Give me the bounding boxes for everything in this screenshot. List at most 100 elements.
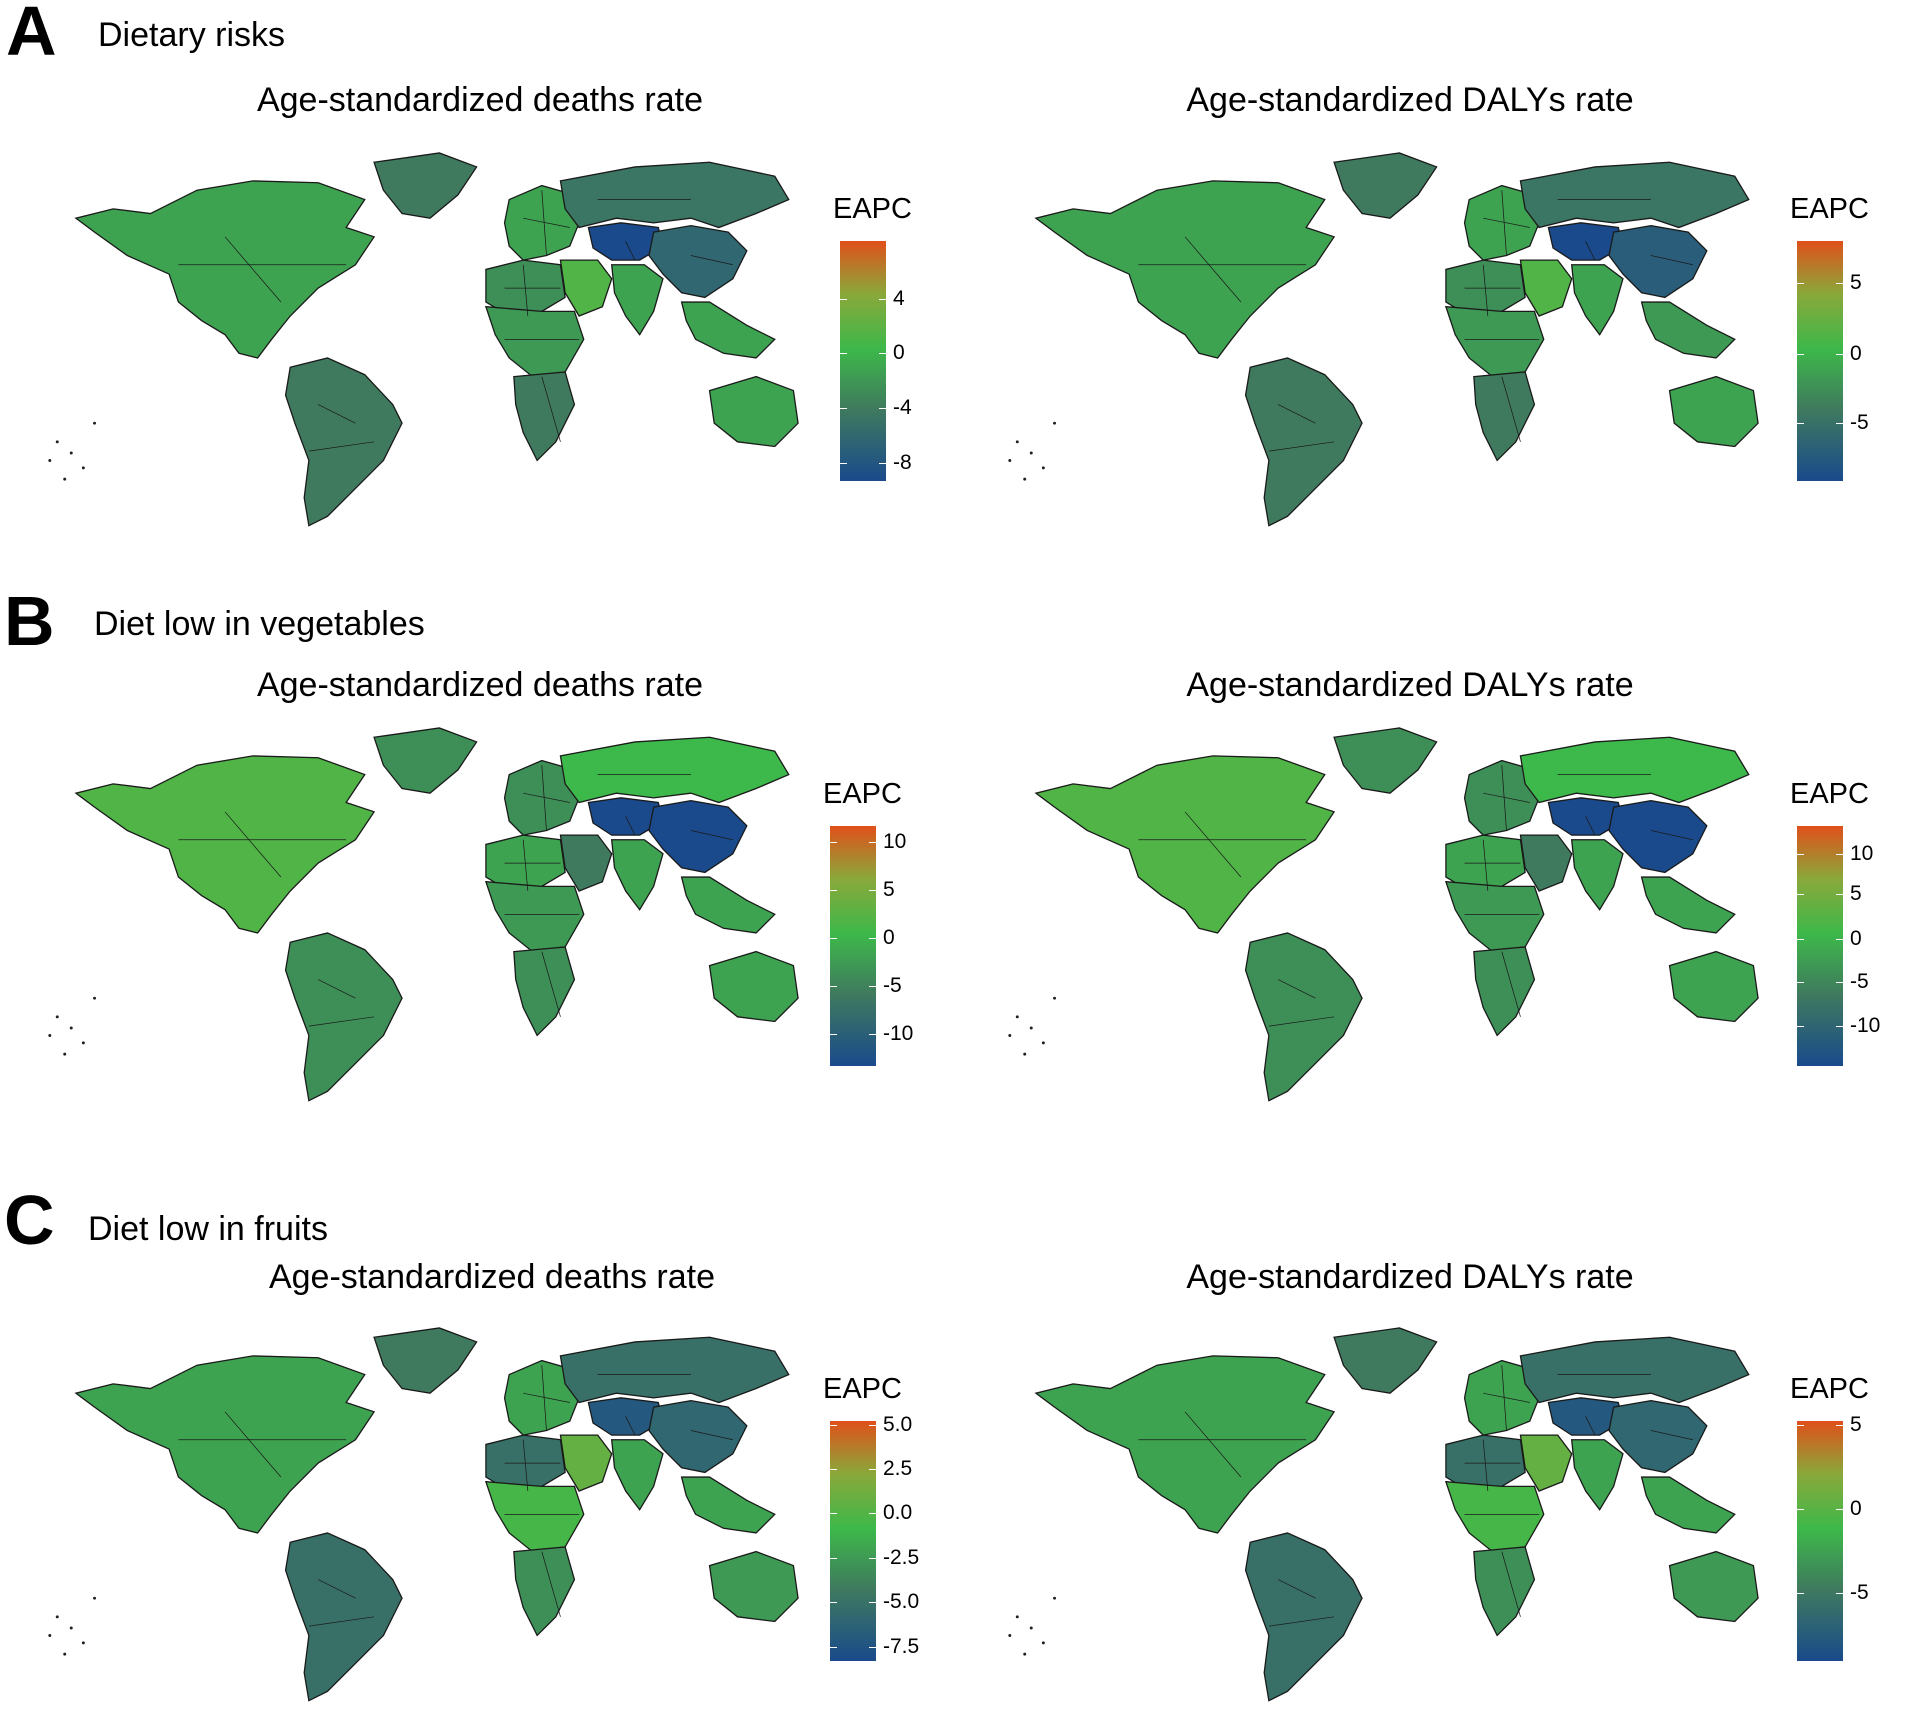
panel-letter-c: C: [4, 1181, 55, 1259]
region-sa: [284, 1532, 403, 1702]
country-border: [1501, 190, 1507, 256]
legend-colorbar: [1797, 1421, 1843, 1661]
legend-title: EAPC: [1790, 193, 1869, 225]
region-greenland: [373, 1327, 478, 1394]
legend-tick: [869, 937, 876, 939]
country-border: [1483, 792, 1530, 803]
legend-tick-label: 4: [893, 286, 905, 310]
island-dot: [1053, 421, 1057, 425]
region-na: [74, 755, 376, 934]
country-border: [1184, 811, 1242, 878]
country-border: [625, 1416, 636, 1436]
region-sa: [1244, 357, 1363, 527]
region-india: [610, 264, 664, 336]
country-border: [1482, 264, 1489, 317]
legend-tick-label: 5: [1850, 1412, 1862, 1436]
region-china: [1608, 224, 1708, 299]
island-dot: [81, 1641, 85, 1645]
map-title-a-dalys: Age-standardized DALYs rate: [1186, 81, 1634, 119]
region-greenland: [1333, 152, 1438, 219]
legend-tick: [1836, 1592, 1843, 1594]
island-dot: [55, 440, 59, 444]
country-border: [1268, 1016, 1335, 1027]
region-sea: [1640, 876, 1736, 934]
region-africa_s: [513, 1546, 576, 1637]
legend-tick: [1836, 283, 1843, 284]
country-border: [1483, 217, 1530, 228]
region-russia: [559, 161, 790, 229]
region-india: [1570, 1439, 1624, 1511]
region-india: [1570, 839, 1624, 911]
legend-colorbar: [1797, 826, 1843, 1066]
region-africa_s: [1473, 371, 1536, 462]
region-africa_c: [484, 880, 585, 953]
country-border: [541, 951, 561, 1017]
island-dot: [1008, 458, 1012, 462]
country-border: [1501, 951, 1521, 1017]
region-australia: [708, 375, 799, 448]
country-border: [690, 255, 733, 266]
legend-tick-label: -10: [883, 1021, 914, 1045]
map-title-b-dalys: Age-standardized DALYs rate: [1186, 666, 1634, 704]
panel-letter-b: B: [4, 582, 55, 660]
legend-tick-label: -5: [883, 973, 902, 997]
country-border: [1268, 441, 1335, 452]
country-border: [1268, 1616, 1335, 1627]
region-australia: [1668, 375, 1759, 448]
world-map-a-deaths: [48, 152, 799, 527]
legend-tick: [1797, 894, 1804, 896]
country-border: [522, 839, 529, 892]
region-china: [1608, 1399, 1708, 1474]
legend-title: EAPC: [833, 193, 912, 225]
country-border: [1501, 765, 1507, 831]
island-dot: [1015, 1015, 1019, 1019]
legend-tick: [830, 1602, 837, 1604]
region-na: [74, 1355, 376, 1534]
country-border: [1501, 376, 1521, 442]
region-greenland: [373, 727, 478, 794]
legend-tick: [830, 1557, 837, 1559]
country-border: [1501, 1365, 1507, 1431]
panel-title-c: Diet low in fruits: [88, 1210, 328, 1248]
legend-title: EAPC: [1790, 778, 1869, 810]
country-border: [625, 816, 636, 836]
country-border: [1278, 404, 1316, 424]
region-africa_s: [513, 371, 576, 462]
country-border: [541, 765, 547, 831]
country-border: [1278, 1579, 1316, 1599]
region-china: [648, 799, 748, 874]
legend-b-deaths: EAPC 10 5 0 -5 -10: [823, 780, 933, 1080]
country-border: [690, 830, 733, 841]
region-australia: [1668, 950, 1759, 1023]
region-sea: [680, 1476, 776, 1534]
country-border: [541, 1365, 547, 1431]
island-dot: [1041, 466, 1045, 470]
world-map-a-dalys: [1008, 152, 1759, 527]
region-sea: [1640, 301, 1736, 359]
island-dot: [69, 1626, 73, 1630]
region-sa: [1244, 1532, 1363, 1702]
legend-tick: [1797, 982, 1804, 983]
legend-tick: [830, 841, 837, 843]
region-mideast: [1519, 834, 1573, 892]
map-title-b-deaths: Age-standardized deaths rate: [256, 666, 704, 704]
region-africa_s: [513, 946, 576, 1037]
island-dot: [1029, 1026, 1033, 1030]
island-dot: [48, 1033, 52, 1037]
region-russia: [559, 1336, 790, 1404]
legend-tick: [1797, 283, 1804, 284]
legend-tick: [1836, 938, 1843, 940]
region-mideast: [559, 259, 613, 317]
legend-tick-label: 5: [1850, 271, 1862, 294]
country-border: [1585, 241, 1596, 261]
legend-tick: [840, 463, 847, 464]
legend-tick-label: 0.0: [883, 1501, 913, 1525]
island-dot: [63, 477, 67, 481]
island-dot: [1053, 996, 1057, 1000]
region-na: [1034, 1355, 1336, 1534]
island-dot: [93, 421, 97, 425]
region-russia: [1519, 736, 1750, 804]
legend-a-dalys: EAPC 5 0 -5: [1790, 195, 1900, 495]
region-europe: [1463, 759, 1540, 836]
island-dot: [1041, 1641, 1045, 1645]
